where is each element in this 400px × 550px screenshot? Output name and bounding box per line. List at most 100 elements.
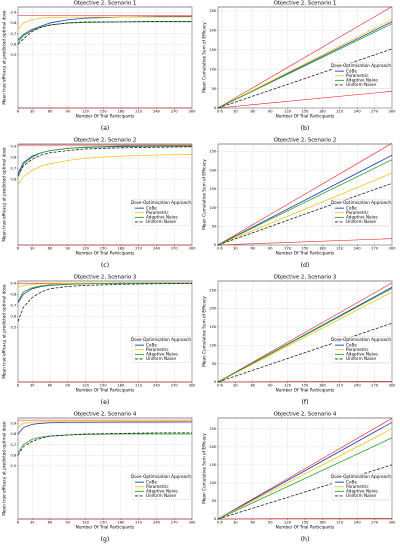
x-tick-label: 210 <box>336 521 344 525</box>
x-tick-label: 270 <box>171 247 179 251</box>
legend: Dose-Optimisation ApproachCoBeParametric… <box>131 199 191 226</box>
series-line-parametric <box>17 16 192 30</box>
legend-title: Dose-Optimisation Approach <box>331 200 392 205</box>
y-tick-label: 0 <box>214 380 217 384</box>
y-tick-label: 0.6 <box>10 314 16 318</box>
x-axis-label: Number Of Trial Participants <box>276 524 335 529</box>
x-tick-label: 150 <box>100 521 108 525</box>
x-tick-label: 60 <box>48 521 53 525</box>
series-line-adaptive-naive <box>217 437 393 520</box>
x-axis-label: Number Of Trial Participants <box>276 387 335 392</box>
y-tick-label: 200 <box>209 445 217 449</box>
chart-svg-g: Objective 2, Scenario 4 0.9 0.8 0.7 0.6 0.5 6 3… <box>2 412 197 544</box>
reference-line <box>217 6 393 109</box>
x-tick-label: 120 <box>82 247 90 251</box>
series-line-cobe <box>17 421 193 435</box>
series-line-uniform-naive <box>217 182 393 246</box>
legend-label: Uniform Naive <box>346 219 376 224</box>
y-axis-label: Mean Cumulative Sum of Efficacy <box>202 159 207 230</box>
chart-title: Objective 2, Scenario 3 <box>274 275 337 281</box>
y-tick-label: 250 <box>209 150 217 154</box>
y-tick-label: 0.8 <box>10 155 16 159</box>
chart-title: Objective 2, Scenario 2 <box>74 138 137 144</box>
x-tick-label: 300 <box>389 247 397 251</box>
x-tick-label: 60 <box>251 521 256 525</box>
x-tick-label: 180 <box>118 247 126 251</box>
x-tick-label: 300 <box>189 110 197 114</box>
y-tick-label: 0.8 <box>10 292 16 296</box>
x-tick-label: 270 <box>371 247 379 251</box>
x-tick-label: 30 <box>233 247 238 251</box>
legend-box <box>131 336 191 363</box>
x-tick-label: 210 <box>135 384 143 388</box>
x-tick-label: 240 <box>354 521 362 525</box>
x-tick-label: 240 <box>153 247 161 251</box>
panel-caption: (a) <box>101 125 110 132</box>
y-tick-label: 150 <box>209 48 217 52</box>
series-line-parametric <box>217 19 393 109</box>
x-tick-label: 300 <box>389 384 397 388</box>
chart-panel-b: Objective 2, Scenario 1 0 50 100 150 200 250 0 6… <box>200 0 400 137</box>
x-tick-label: 6 <box>220 384 223 388</box>
x-tick-label: 300 <box>389 521 397 525</box>
y-tick-label: 0.7 <box>10 32 16 36</box>
x-tick-label: 120 <box>284 521 292 525</box>
x-tick-label: 30 <box>30 110 35 114</box>
x-tick-label: 30 <box>233 384 238 388</box>
y-tick-label: 0.6 <box>10 177 16 181</box>
x-tick-label: 300 <box>189 521 197 525</box>
y-tick-label: 0.8 <box>10 432 16 436</box>
legend-label: CoBe <box>346 68 357 73</box>
x-axis-label: Number Of Trial Participants <box>76 250 135 255</box>
legend-label: CoBe <box>146 479 157 484</box>
legend-box <box>331 473 391 500</box>
x-tick-label: 6 <box>17 384 20 388</box>
legend-label: Uniform Naive <box>146 219 176 224</box>
legend-label: Parametric <box>146 347 169 352</box>
x-tick-label: 120 <box>82 384 90 388</box>
x-axis-label: Number Of Trial Participants <box>76 113 135 118</box>
y-tick-label: 50 <box>212 499 217 503</box>
x-tick-label: 180 <box>319 521 327 525</box>
x-tick-label: 90 <box>268 384 273 388</box>
y-tick-label: 250 <box>209 288 217 292</box>
x-tick-label: 30 <box>233 110 238 114</box>
x-tick-label: 150 <box>302 247 310 251</box>
axes-frame <box>17 143 193 246</box>
legend-label: Adaptive Naive <box>346 489 378 494</box>
x-tick-label: 150 <box>302 521 310 525</box>
series-line-parametric <box>17 154 193 185</box>
y-tick-label: 50 <box>212 362 217 366</box>
legend-label: CoBe <box>146 342 157 347</box>
series-line-adaptive-naive <box>217 287 393 383</box>
x-tick-label: 60 <box>48 110 53 114</box>
legend: Dose-Optimisation ApproachCoBeParametric… <box>131 473 191 500</box>
x-tick-label: 150 <box>100 110 108 114</box>
series-line-uniform-naive <box>17 432 192 456</box>
x-tick-label: 300 <box>189 247 197 251</box>
x-tick-label: 90 <box>268 521 273 525</box>
legend-title: Dose-Optimisation Approach <box>331 63 392 68</box>
panel-caption: (h) <box>301 536 310 543</box>
legend-title: Dose-Optimisation Approach <box>331 337 392 342</box>
legend-label: Parametric <box>346 73 369 78</box>
y-axis-label: Mean true efficacy at predicted optimal … <box>2 147 7 242</box>
x-axis-label: Number Of Trial Participants <box>76 524 135 529</box>
y-axis-label: Mean Cumulative Sum of Efficacy <box>202 22 207 93</box>
x-tick-label: 90 <box>268 110 273 114</box>
x-tick-label: 180 <box>319 384 327 388</box>
reference-line <box>217 418 393 520</box>
legend-label: Adaptive Naive <box>346 78 378 83</box>
chart-title: Objective 2, Scenario 2 <box>274 138 337 144</box>
legend-box <box>131 199 191 226</box>
legend: Dose-Optimisation ApproachCoBeParametric… <box>331 473 391 500</box>
y-tick-label: 200 <box>209 168 217 172</box>
y-tick-label: 150 <box>209 187 217 191</box>
chart-title: Objective 2, Scenario 1 <box>74 1 137 7</box>
panel-caption: (g) <box>101 536 110 543</box>
panel-caption: (e) <box>101 399 110 406</box>
x-tick-label: 150 <box>302 384 310 388</box>
